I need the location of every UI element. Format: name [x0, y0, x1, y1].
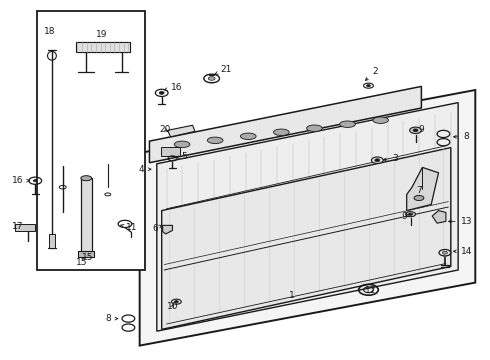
Text: 8: 8 [454, 132, 469, 141]
Polygon shape [76, 42, 130, 52]
Ellipse shape [409, 213, 413, 215]
Ellipse shape [33, 180, 37, 182]
Text: 1: 1 [289, 291, 295, 300]
Text: 13: 13 [449, 217, 472, 226]
Bar [78, 251, 94, 257]
Text: 9: 9 [418, 125, 424, 134]
Ellipse shape [371, 157, 383, 163]
Text: 16: 16 [12, 176, 29, 185]
Text: 7: 7 [416, 186, 422, 195]
Bar [81, 178, 92, 254]
Ellipse shape [174, 141, 190, 148]
Polygon shape [432, 211, 446, 223]
Ellipse shape [367, 85, 370, 87]
Ellipse shape [207, 137, 223, 144]
Polygon shape [407, 167, 439, 211]
Polygon shape [157, 103, 458, 331]
Ellipse shape [406, 212, 416, 217]
Text: 5: 5 [176, 152, 187, 161]
Ellipse shape [159, 91, 164, 94]
Text: 3: 3 [384, 154, 398, 163]
Bar [49, 234, 55, 248]
Polygon shape [149, 86, 421, 163]
Text: 12: 12 [365, 287, 376, 295]
Ellipse shape [174, 301, 178, 303]
Text: 15: 15 [76, 258, 87, 267]
Ellipse shape [413, 129, 418, 132]
Text: 10: 10 [167, 302, 178, 311]
Polygon shape [168, 125, 195, 137]
Ellipse shape [241, 133, 256, 140]
Ellipse shape [208, 77, 215, 80]
Text: 19: 19 [96, 30, 107, 39]
Ellipse shape [340, 121, 355, 127]
Ellipse shape [442, 251, 447, 254]
Text: 6: 6 [152, 224, 162, 233]
Polygon shape [163, 225, 172, 234]
Ellipse shape [81, 176, 92, 181]
Text: 21: 21 [215, 65, 232, 74]
Ellipse shape [375, 159, 380, 162]
Polygon shape [140, 90, 475, 346]
Ellipse shape [273, 129, 289, 135]
Text: 11: 11 [121, 223, 138, 232]
Ellipse shape [414, 195, 424, 201]
Polygon shape [162, 148, 451, 329]
Ellipse shape [373, 117, 389, 123]
Text: 9: 9 [402, 212, 410, 221]
Ellipse shape [307, 125, 322, 131]
Text: 17: 17 [12, 222, 24, 231]
Text: 8: 8 [105, 314, 118, 323]
Polygon shape [15, 224, 35, 231]
Text: 15: 15 [82, 253, 94, 262]
Text: 2: 2 [366, 68, 378, 80]
Bar [161, 147, 180, 156]
Ellipse shape [410, 127, 421, 134]
Text: 4: 4 [139, 165, 151, 174]
Text: 20: 20 [159, 125, 171, 134]
Text: 14: 14 [454, 247, 472, 256]
Text: 18: 18 [44, 27, 55, 36]
Bar [37, 11, 145, 270]
Text: 16: 16 [164, 83, 182, 91]
